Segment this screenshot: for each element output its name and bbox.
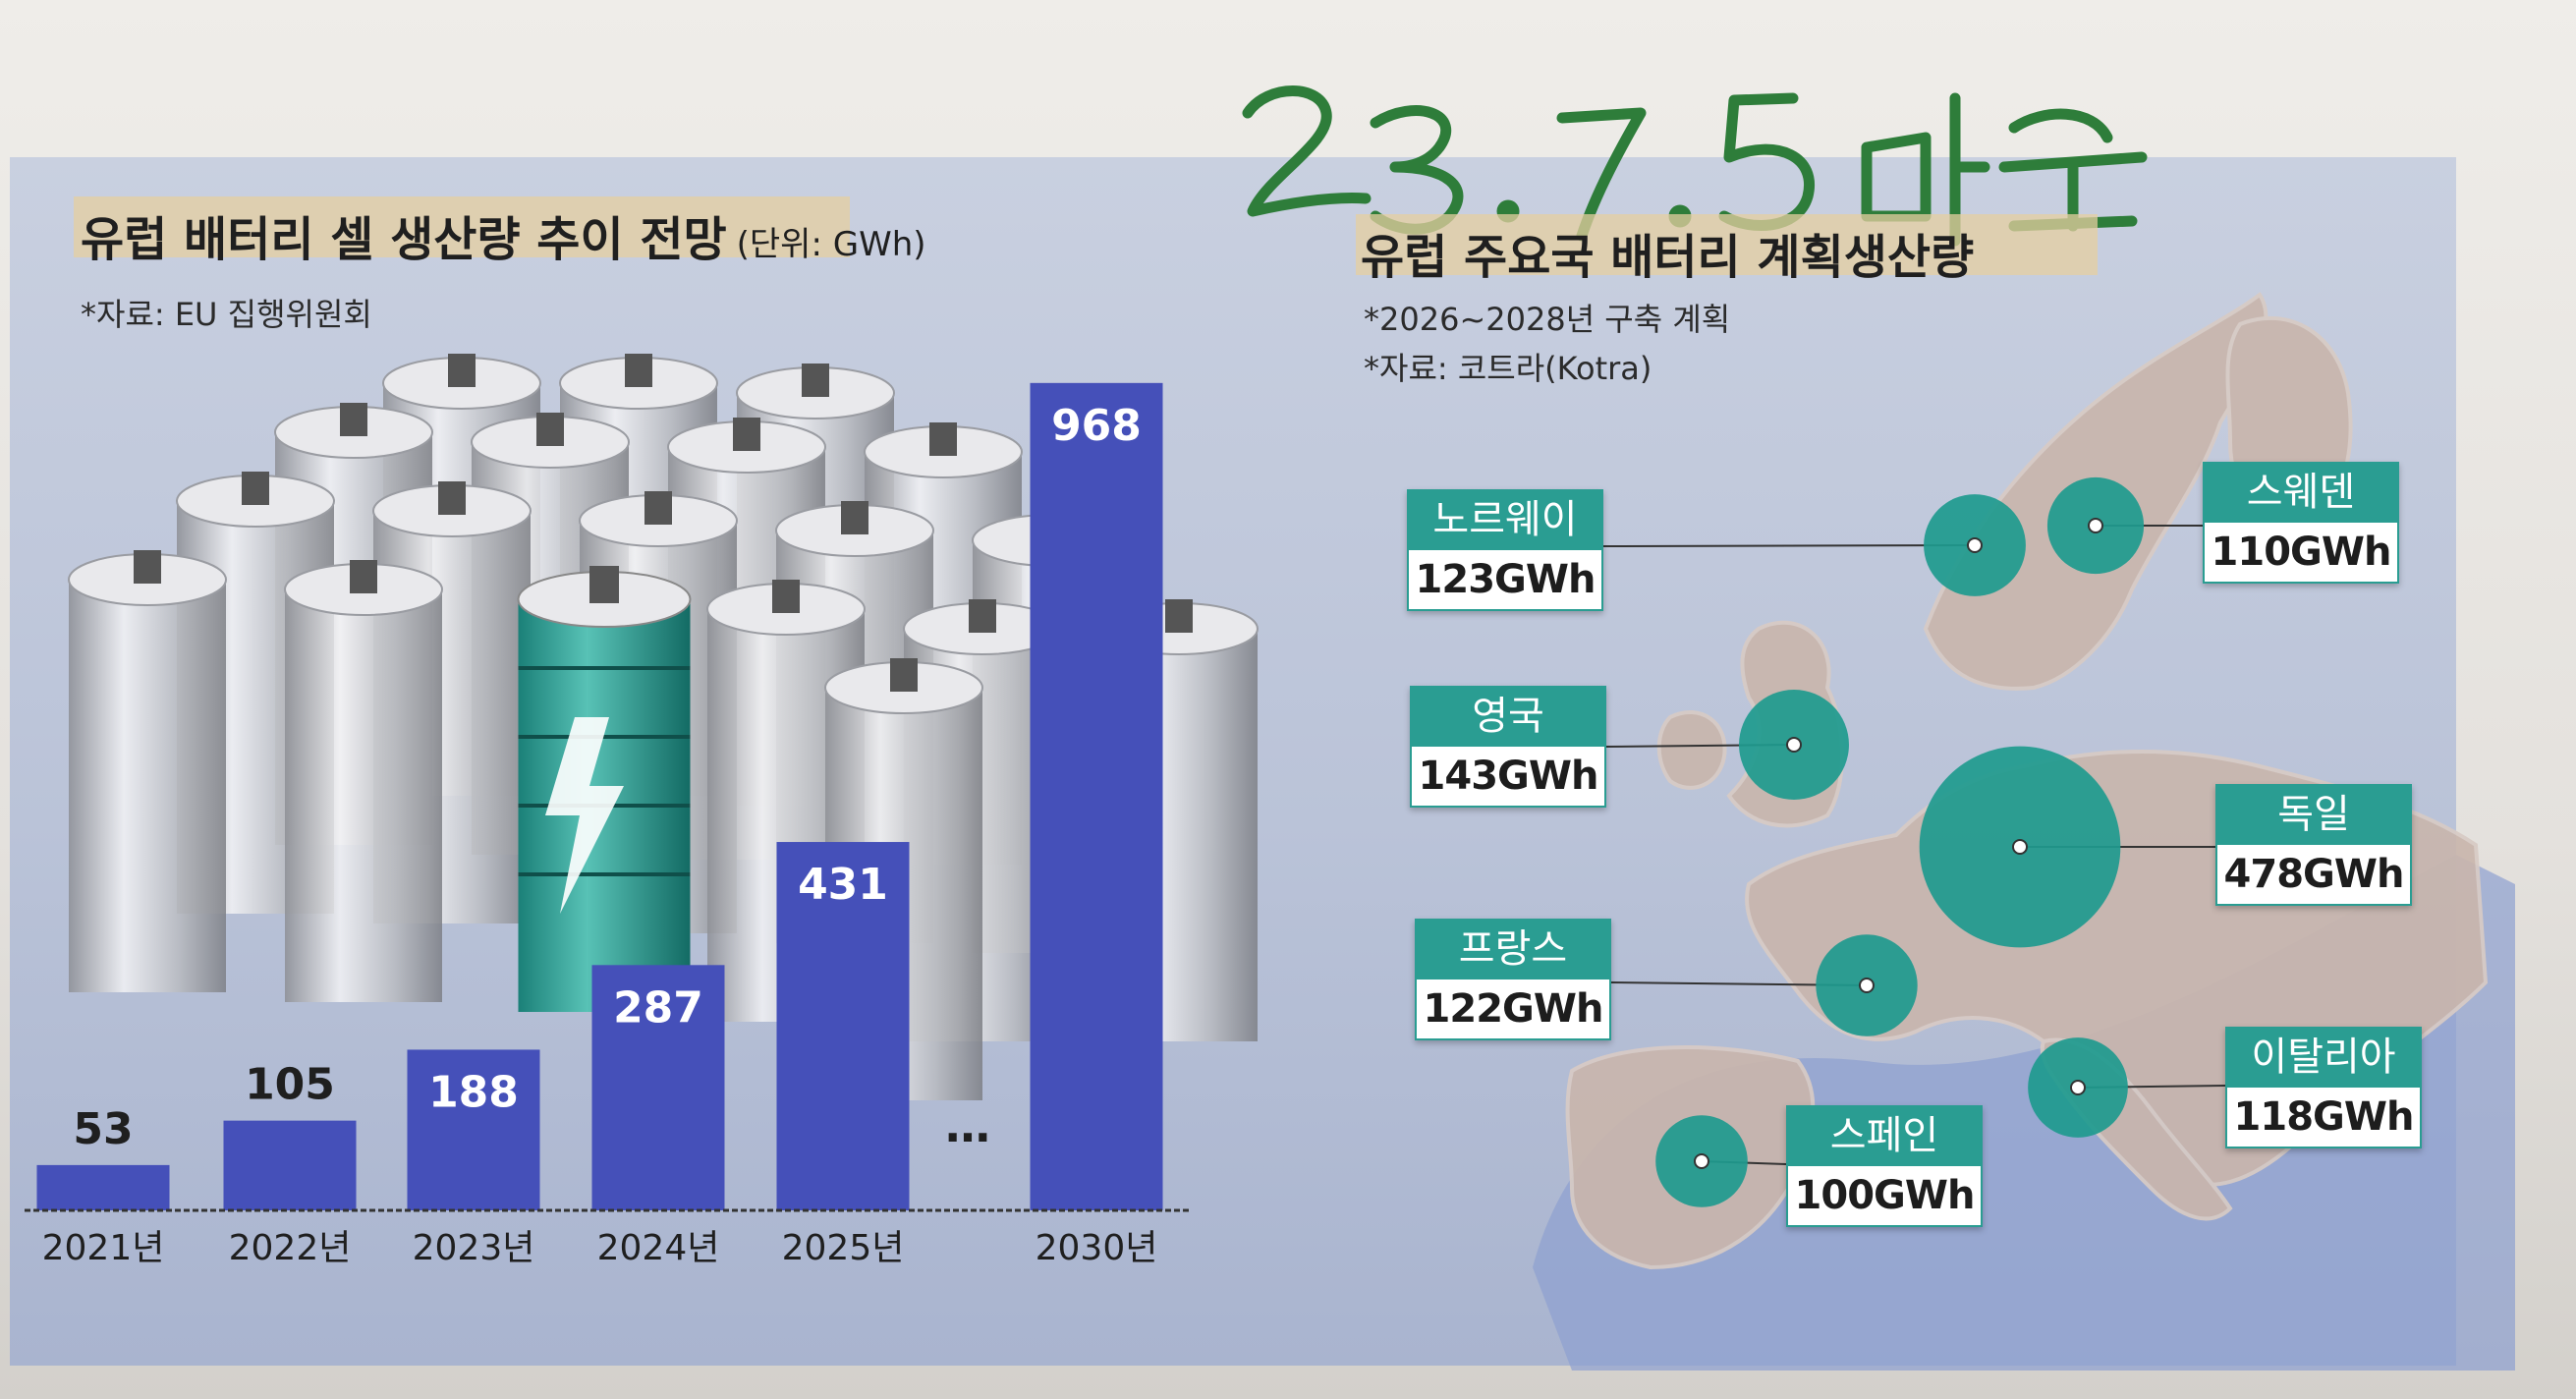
label-germany: 독일 478GWh [2215, 784, 2412, 906]
country-value: 143GWh [1410, 747, 1606, 808]
bar-value-label: 188 [428, 1067, 519, 1117]
country-value: 118GWh [2225, 1088, 2422, 1148]
label-spain: 스페인 100GWh [1786, 1105, 1983, 1227]
bubble-center-dot [2012, 839, 2028, 855]
battery-terminal [134, 550, 161, 584]
battery-terminal [1165, 599, 1193, 633]
country-value: 478GWh [2215, 845, 2412, 906]
battery-terminal [890, 658, 918, 692]
battery-cell [285, 589, 442, 1002]
bar [223, 1120, 357, 1210]
battery-terminal [644, 491, 672, 525]
battery-terminal [350, 560, 377, 593]
title-highlight [1356, 214, 2098, 275]
bar [776, 842, 910, 1210]
x-tick-label: 2023년 [413, 1228, 535, 1268]
lightning-bolt-icon [545, 717, 624, 914]
x-tick-label: 2021년 [42, 1228, 165, 1268]
bar [407, 1049, 540, 1210]
label-sweden: 스웨덴 110GWh [2203, 462, 2399, 584]
label-france: 프랑스 122GWh [1415, 919, 1611, 1040]
bubble-center-dot [1694, 1153, 1709, 1169]
map-note-source: *자료: 코트라(Kotra) [1364, 350, 1652, 387]
country-name: 영국 [1410, 686, 1606, 747]
x-tick-label: 2030년 [1036, 1228, 1158, 1268]
ireland-land [1656, 710, 1727, 790]
x-tick-label: 2024년 [597, 1228, 720, 1268]
label-italy: 이탈리아 118GWh [2225, 1027, 2422, 1148]
map-note-plan: *2026~2028년 구축 계획 [1364, 301, 1731, 338]
country-name: 독일 [2215, 784, 2412, 845]
bubble-center-dot [1786, 737, 1802, 753]
country-value: 110GWh [2203, 523, 2399, 584]
country-value: 100GWh [1786, 1166, 1983, 1227]
country-name: 스웨덴 [2203, 462, 2399, 523]
bar [591, 965, 725, 1210]
x-tick-label: 2022년 [229, 1228, 352, 1268]
battery-terminal [772, 580, 800, 613]
battery-terminal [340, 403, 367, 436]
axis-break-ellipsis: … [945, 1099, 990, 1152]
bubble-center-dot [2070, 1080, 2086, 1095]
x-tick-label: 2025년 [782, 1228, 905, 1268]
right-map-title: 유럽 주요국 배터리 계획생산량 [1361, 230, 1975, 285]
bubble-center-dot [2088, 518, 2103, 533]
left-chart-source: *자료: EU 집행위원회 [81, 296, 372, 333]
bar-value-label: 105 [245, 1060, 335, 1110]
country-name: 노르웨이 [1407, 489, 1603, 550]
battery-cell [69, 580, 226, 992]
battery-terminal [802, 364, 829, 397]
battery-terminal [969, 599, 996, 633]
bar-value-label: 53 [73, 1104, 133, 1154]
battery-terminal [536, 413, 564, 446]
battery-terminal [438, 481, 466, 515]
leader-line [1602, 544, 1976, 547]
bubble-center-dot [1859, 978, 1875, 993]
battery-terminal [242, 472, 269, 505]
battery-terminal [625, 354, 652, 387]
country-name: 스페인 [1786, 1105, 1983, 1166]
label-uk: 영국 143GWh [1410, 686, 1606, 808]
battery-terminal [733, 418, 760, 451]
battery-terminal [589, 566, 619, 603]
title-highlight [74, 196, 850, 257]
country-value: 123GWh [1407, 550, 1603, 611]
battery-terminal [929, 422, 957, 456]
country-name: 이탈리아 [2225, 1027, 2422, 1088]
label-norway: 노르웨이 123GWh [1407, 489, 1603, 611]
left-chart-title: 유럽 배터리 셀 생산량 추이 전망 (단위: GWh) [81, 212, 926, 267]
bar-value-label: 968 [1051, 401, 1142, 451]
battery-terminal [448, 354, 476, 387]
bubble-center-dot [1967, 537, 1983, 553]
bar [36, 1164, 170, 1210]
bar-value-label: 287 [613, 982, 703, 1033]
battery-terminal [841, 501, 868, 534]
bar-value-label: 431 [798, 860, 888, 910]
bar [1030, 382, 1163, 1211]
country-name: 프랑스 [1415, 919, 1611, 979]
country-value: 122GWh [1415, 979, 1611, 1040]
unit-label: (단위: GWh) [736, 225, 926, 264]
